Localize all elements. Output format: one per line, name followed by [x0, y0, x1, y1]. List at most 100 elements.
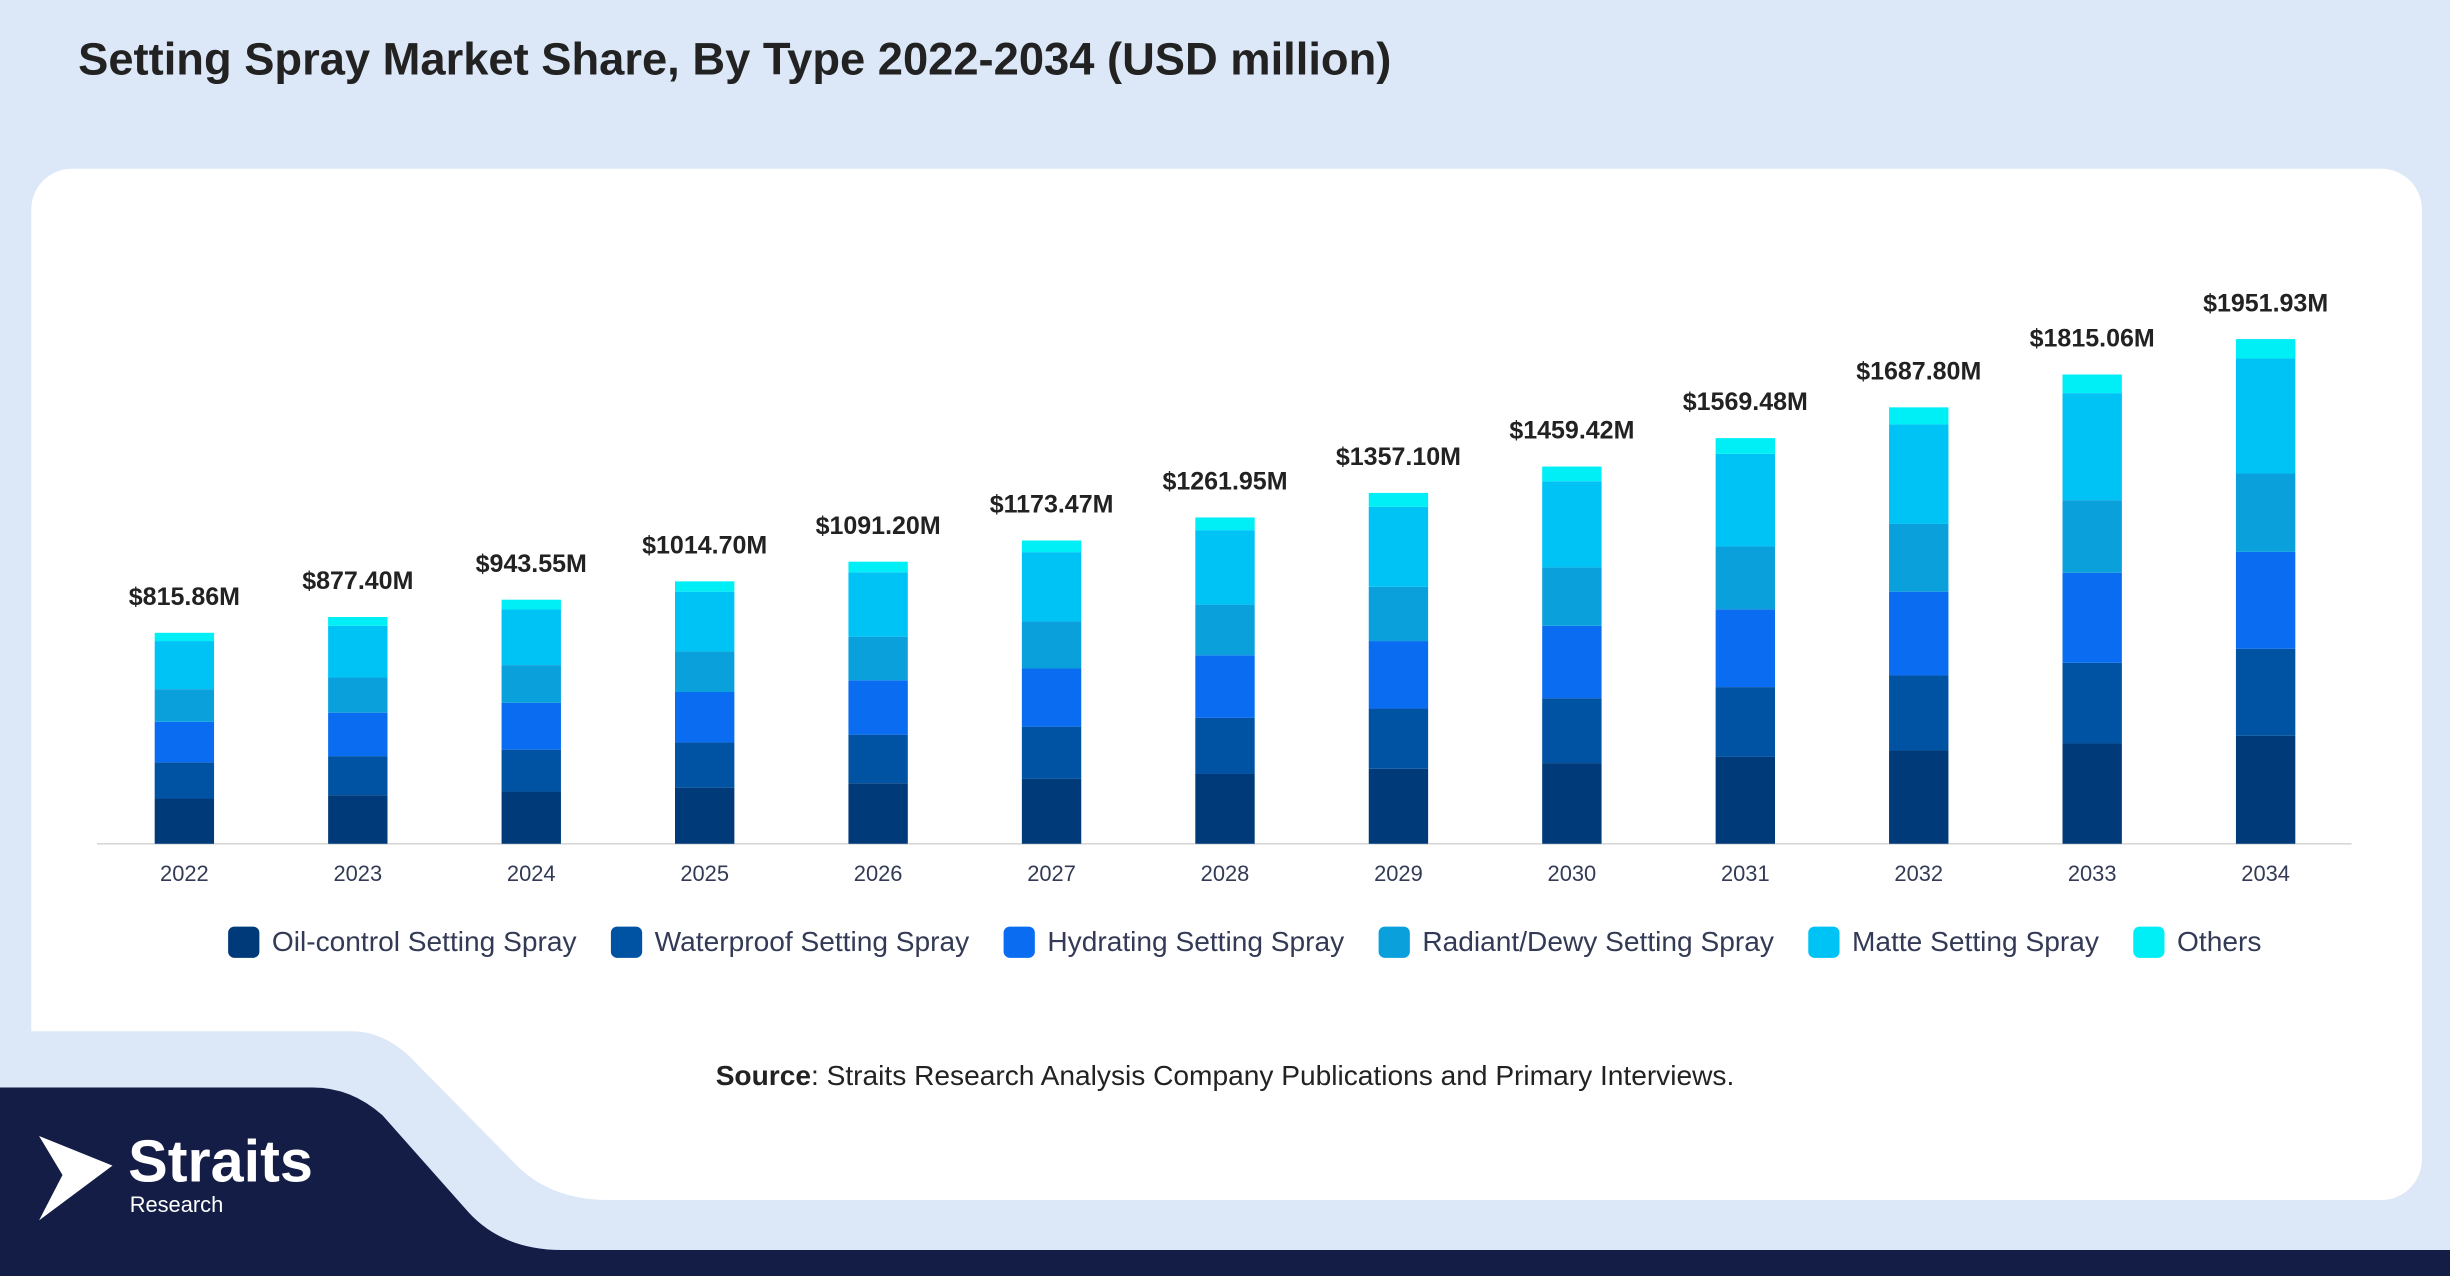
total-label: $1173.47M — [990, 491, 1114, 519]
bar-segment — [2062, 662, 2122, 744]
bar-segment — [2235, 551, 2296, 649]
bar-segment — [2235, 339, 2296, 359]
bar-segment — [848, 572, 908, 637]
bar-segment — [1889, 424, 1949, 524]
footer-band — [0, 1087, 2450, 1276]
total-label: $815.86M — [129, 583, 240, 611]
x-tick-label: 2029 — [1374, 861, 1423, 886]
total-label: $1815.06M — [2030, 325, 2155, 353]
bar-segment — [154, 721, 215, 763]
bar-segment — [848, 561, 908, 573]
legend-label: Hydrating Setting Spray — [1047, 926, 1344, 957]
bar-segment — [1195, 655, 1255, 718]
bar-segment — [2062, 393, 2122, 501]
bar-segment — [328, 617, 388, 626]
bar-segment — [501, 599, 561, 610]
bar-segment — [1715, 453, 1775, 547]
bar-segment — [1021, 726, 1082, 779]
legend-label: Radiant/Dewy Setting Spray — [1422, 926, 1774, 957]
bar-segment — [1889, 750, 1949, 844]
bar-segment — [1195, 517, 1255, 531]
legend-swatch — [228, 926, 260, 958]
bar-segment — [848, 734, 908, 784]
bar-segment — [154, 641, 215, 690]
x-tick-label: 2025 — [680, 861, 729, 886]
total-label: $1951.93M — [2203, 289, 2328, 317]
bar-segment — [1889, 675, 1949, 751]
x-tick-label: 2022 — [160, 861, 209, 886]
bar-segment — [848, 783, 908, 844]
bar-segment — [1715, 546, 1775, 610]
x-tick-label: 2024 — [507, 861, 556, 886]
x-tick-label: 2032 — [1894, 861, 1943, 886]
bar-segment — [501, 702, 561, 750]
bar-segment — [501, 791, 561, 844]
bar-segment — [1368, 506, 1429, 587]
bar-segment — [1889, 407, 1949, 425]
legend-label: Others — [2177, 926, 2261, 957]
x-tick-label: 2034 — [2241, 861, 2290, 886]
bar-segment — [675, 787, 735, 844]
bar-segment — [2235, 473, 2296, 552]
bar-segment — [1195, 530, 1255, 605]
total-label: $1261.95M — [1162, 468, 1287, 496]
x-tick-label: 2031 — [1721, 861, 1770, 886]
bar-segment — [675, 591, 735, 652]
legend-label: Matte Setting Spray — [1852, 926, 2099, 957]
chart-title: Setting Spray Market Share, By Type 2022… — [78, 34, 1391, 85]
bar-segment — [328, 712, 388, 757]
total-label: $1459.42M — [1509, 417, 1634, 445]
total-label: $1091.20M — [816, 512, 941, 540]
legend-swatch — [2133, 926, 2165, 958]
x-tick-label: 2028 — [1201, 861, 1250, 886]
source: Source: Straits Research Analysis Compan… — [716, 1061, 1735, 1092]
total-label: $943.55M — [476, 550, 587, 578]
bar-segment — [848, 636, 908, 681]
bar-segment — [1715, 438, 1775, 454]
bar-segment — [1195, 773, 1255, 844]
x-tick-label: 2033 — [2068, 861, 2117, 886]
bar-segment — [1542, 625, 1602, 699]
bar-segment — [1715, 687, 1775, 757]
bar-segment — [154, 632, 215, 642]
bar-segment — [1021, 668, 1082, 727]
total-label: $877.40M — [302, 567, 413, 595]
bar-segment — [501, 749, 561, 792]
legend-label: Waterproof Setting Spray — [655, 926, 970, 957]
total-label: $1357.10M — [1336, 443, 1461, 471]
bar-segment — [501, 665, 561, 703]
bar-segment — [1368, 586, 1429, 642]
bar-segment — [1542, 481, 1602, 568]
bar-segment — [154, 689, 215, 722]
bar-segment — [1889, 591, 1949, 676]
bar-segment — [1368, 708, 1429, 769]
bar-segment — [328, 677, 388, 713]
bar-segment — [675, 581, 735, 592]
legend-swatch — [1808, 926, 1840, 958]
bar-segment — [328, 625, 388, 678]
logo-mark — [39, 1135, 113, 1221]
bar-segment — [2062, 572, 2122, 663]
bar-segment — [1021, 778, 1082, 844]
bar-segment — [1021, 621, 1082, 669]
bar-segment — [2062, 500, 2122, 573]
x-tick-label: 2026 — [854, 861, 903, 886]
bar-segment — [154, 762, 215, 799]
bar-segment — [328, 795, 388, 844]
bar-segment — [1715, 609, 1775, 688]
bar-segment — [1542, 698, 1602, 764]
legend-swatch — [1378, 926, 1410, 958]
bar-segment — [675, 692, 735, 743]
bar-segment — [1889, 523, 1949, 592]
bar-segment — [1195, 604, 1255, 656]
total-label: $1014.70M — [642, 532, 767, 560]
legend-swatch — [610, 926, 643, 958]
bar-segment — [2062, 374, 2122, 394]
total-label: $1687.80M — [1856, 358, 1981, 386]
bar-segment — [154, 798, 215, 844]
bar-segment — [1542, 763, 1602, 844]
source-label: Source — [716, 1061, 811, 1092]
bar-segment — [1368, 492, 1429, 507]
legend-swatch — [1003, 926, 1035, 958]
x-tick-label: 2030 — [1548, 861, 1597, 886]
